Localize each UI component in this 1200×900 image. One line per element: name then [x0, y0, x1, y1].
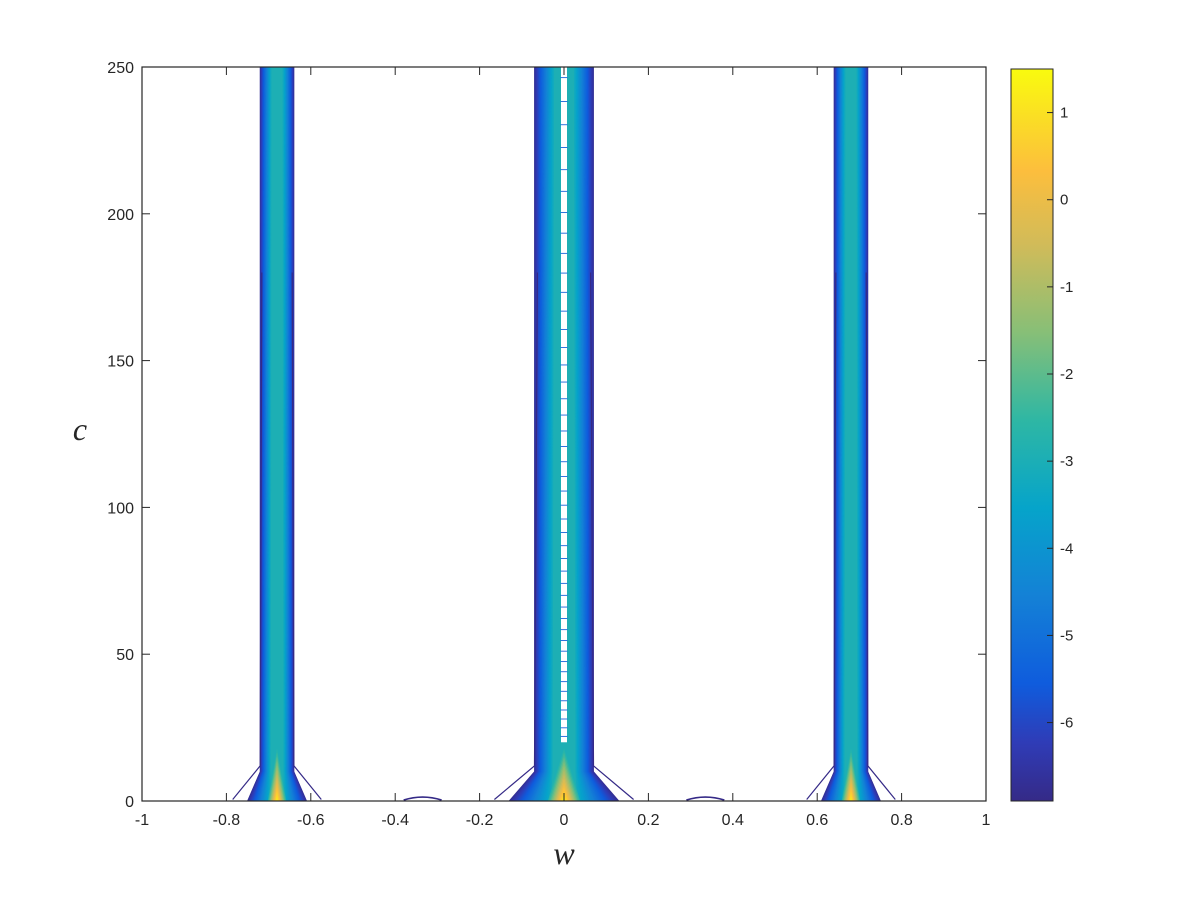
colorbar-tick-label: -3 — [1060, 453, 1073, 470]
foot-contour-left — [806, 272, 837, 800]
contour-band — [232, 67, 322, 801]
x-tick-label: -0.8 — [213, 812, 241, 829]
band-peak — [841, 748, 861, 801]
small-contour — [686, 796, 725, 801]
x-tick-label: 0.6 — [806, 812, 828, 829]
y-axis: 0 50 100 150 200 250 — [107, 60, 986, 811]
colorbar-tick-label: 0 — [1060, 192, 1068, 209]
plot-area — [232, 67, 896, 801]
colorbar-ticks: 1 0 -1 -2 -3 -4 -5 -6 — [1047, 105, 1073, 732]
foot-contour-left — [232, 272, 263, 800]
colorbar-gradient — [1010, 68, 1054, 802]
y-tick-label: 200 — [107, 207, 134, 224]
band-foot — [232, 272, 322, 800]
foot-contour-right — [291, 272, 322, 800]
colorbar-tick-label: -1 — [1060, 279, 1073, 296]
colorbar-tick-label: -5 — [1060, 627, 1073, 644]
x-tick-label: 0 — [560, 812, 569, 829]
foot-contour-right — [589, 272, 634, 800]
y-tick-label: 100 — [107, 500, 134, 517]
band-core — [560, 67, 568, 743]
x-axis: -1 -0.8 -0.6 -0.4 -0.2 0 0.2 0.4 0.6 0.8 1 — [135, 67, 991, 829]
x-tick-label: -0.6 — [297, 812, 325, 829]
colorbar: 1 0 -1 -2 -3 -4 -5 -6 — [1010, 68, 1073, 802]
y-tick-label: 150 — [107, 354, 134, 371]
y-axis-label: c — [73, 411, 87, 447]
x-tick-label: 1 — [982, 812, 991, 829]
band-peak — [547, 748, 581, 801]
x-tick-label: 0.8 — [890, 812, 912, 829]
small-contour — [403, 796, 442, 801]
x-tick-label: -0.4 — [381, 812, 409, 829]
contour-line — [843, 67, 859, 801]
colorbar-tick-label: -6 — [1060, 715, 1073, 732]
x-tick-label: -0.2 — [466, 812, 494, 829]
contour-band — [494, 67, 634, 801]
colorbar-tick-label: -2 — [1060, 366, 1073, 383]
peak-contour — [849, 795, 853, 801]
foot-contour-right — [865, 272, 896, 800]
contour-band — [806, 67, 896, 801]
colorbar-tick-label: 1 — [1060, 105, 1068, 122]
x-axis-label: w — [553, 835, 575, 871]
band-foot — [494, 272, 634, 800]
x-tick-label: 0.4 — [722, 812, 744, 829]
x-tick-label: -1 — [135, 812, 149, 829]
foot-contour-left — [494, 272, 539, 800]
x-tick-label: 0.2 — [637, 812, 659, 829]
peak-contour — [275, 795, 279, 801]
y-tick-label: 0 — [125, 794, 134, 811]
band-foot — [806, 272, 896, 800]
band-peak — [267, 748, 287, 801]
y-tick-label: 50 — [116, 647, 134, 664]
colorbar-tick-label: -4 — [1060, 540, 1073, 557]
y-tick-label: 250 — [107, 60, 134, 77]
core-gap — [561, 67, 567, 743]
contour-line — [269, 67, 285, 801]
